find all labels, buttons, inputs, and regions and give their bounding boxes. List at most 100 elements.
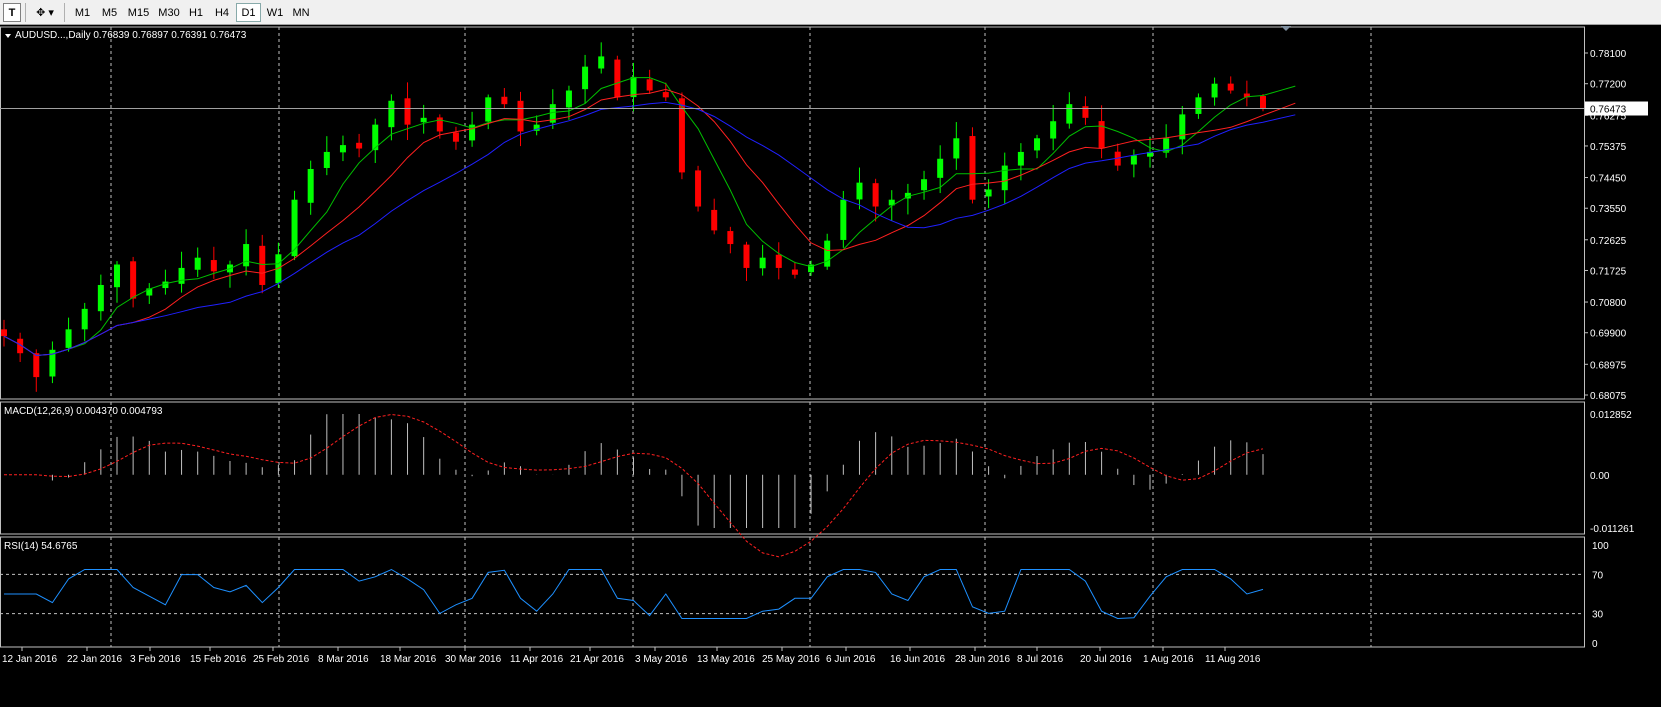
period-button-mn[interactable]: MN [292,6,310,19]
price-tick-label: 0.72625 [1590,236,1627,247]
date-label: 18 Mar 2016 [380,654,437,665]
candle-body [888,199,895,206]
candle-body [598,56,605,69]
ma-fast-line [3,77,1296,357]
rsi-line [4,568,1264,620]
candle-body [533,124,540,131]
candle-body [1082,106,1089,118]
objects-dropdown-icon[interactable]: ✥ ▾ [36,7,54,19]
candle-body [791,269,798,275]
candle-body [146,288,153,296]
candle-body [469,124,476,141]
price-tick-label: 0.71725 [1590,266,1627,277]
rsi-tick-label: 70 [1592,570,1604,581]
candle-body [130,261,137,299]
date-label: 13 May 2016 [697,654,755,665]
candle-body [1098,121,1105,149]
chart-shift-marker [1281,26,1291,31]
candle-body [339,145,346,153]
macd-panel-header: MACD(12,26,9) 0.004370 0.004793 [4,406,163,417]
candle-body [452,132,459,142]
price-tick-label: 0.68975 [1590,360,1627,371]
candle-body [646,79,653,91]
candle-body [1050,121,1057,139]
macd-tick-label: -0.011261 [1590,524,1635,535]
period-button-w1[interactable]: W1 [266,6,284,19]
candle-body [33,353,40,378]
date-label: 15 Feb 2016 [190,654,247,665]
ma-slow-line [3,101,1296,357]
candle-body [1147,151,1154,157]
candle-body [420,117,427,123]
candle-body [969,136,976,200]
candle-body [1001,165,1008,191]
candle-body [517,100,524,132]
date-label: 8 Mar 2016 [318,654,369,665]
candle-body [485,97,492,122]
candle-body [549,104,556,123]
candle-body [1066,104,1073,124]
price-tick-label: 0.74450 [1590,174,1627,185]
price-chart[interactable]: 0.78100 0.77200 0.76275 0.75375 0.74450 0.735… [0,25,1661,707]
candle-body [1195,97,1202,114]
main-panel-frame [0,26,1585,400]
candle-body [291,199,298,257]
candle-body [1260,96,1266,109]
main-panel-header: AUDUSD...,Daily 0.76839 0.76897 0.76391 … [15,30,247,41]
candle-body [194,257,201,270]
candle-body [662,92,669,98]
period-button-m5[interactable]: M5 [101,6,118,19]
candle-body [1179,114,1186,140]
period-button-m1[interactable]: M1 [74,6,91,19]
candle-body [1114,151,1121,166]
candle-body [985,189,992,197]
candle-body [404,98,411,125]
current-price-label: 0.76473 [1590,105,1627,116]
candle-body [210,260,217,272]
candle-body [1243,93,1250,98]
macd-signal-line [4,413,1264,558]
candle-body [856,182,863,200]
candle-body [1017,151,1024,166]
date-label: 3 Feb 2016 [130,654,181,665]
price-tick-label: 0.77200 [1590,80,1627,91]
current-price-tag [1585,101,1648,116]
chart-toolbar: T ✥ ▾ M1 M5 M15 M30 H1 H4 D1 W1 MN [0,0,1661,25]
period-button-h4[interactable]: H4 [214,6,230,19]
period-button-m30[interactable]: M30 [158,6,180,19]
candle-body [678,98,685,173]
text-tool-icon[interactable]: T [3,3,21,22]
candle-body [49,349,56,377]
date-label: 1 Aug 2016 [1143,654,1194,665]
rsi-panel-frame [0,536,1585,648]
candle-body [307,168,314,203]
date-label: 20 Jul 2016 [1080,654,1132,665]
date-label: 6 Jun 2016 [826,654,876,665]
rsi-tick-label: 100 [1592,541,1609,552]
candle-body [1227,83,1234,91]
candle-body [1163,138,1170,153]
date-label: 16 Jun 2016 [890,654,945,665]
candle-body [323,151,330,168]
rsi-panel-header: RSI(14) 54.6765 [4,541,78,552]
date-label: 22 Jan 2016 [67,654,122,665]
date-label: 8 Jul 2016 [1017,654,1064,665]
candle-body [1034,138,1041,151]
date-label: 21 Apr 2016 [570,654,624,665]
price-tick-label: 0.68075 [1590,391,1627,402]
candle-body [65,329,72,348]
period-button-h1[interactable]: H1 [188,6,204,19]
candle-body [1211,83,1218,98]
candle-body [582,66,589,90]
macd-tick-label: 0.00 [1590,471,1610,482]
candle-body [775,254,782,268]
date-label: 11 Aug 2016 [1205,654,1261,665]
price-tick-label: 0.78100 [1590,49,1627,60]
date-label: 25 May 2016 [762,654,820,665]
candle-body [840,199,847,240]
period-button-m15[interactable]: M15 [127,6,150,19]
date-label: 11 Apr 2016 [510,654,564,665]
macd-tick-label: 0.012852 [1590,410,1632,421]
period-button-d1[interactable]: D1 [236,3,261,22]
candle-body [953,138,960,159]
